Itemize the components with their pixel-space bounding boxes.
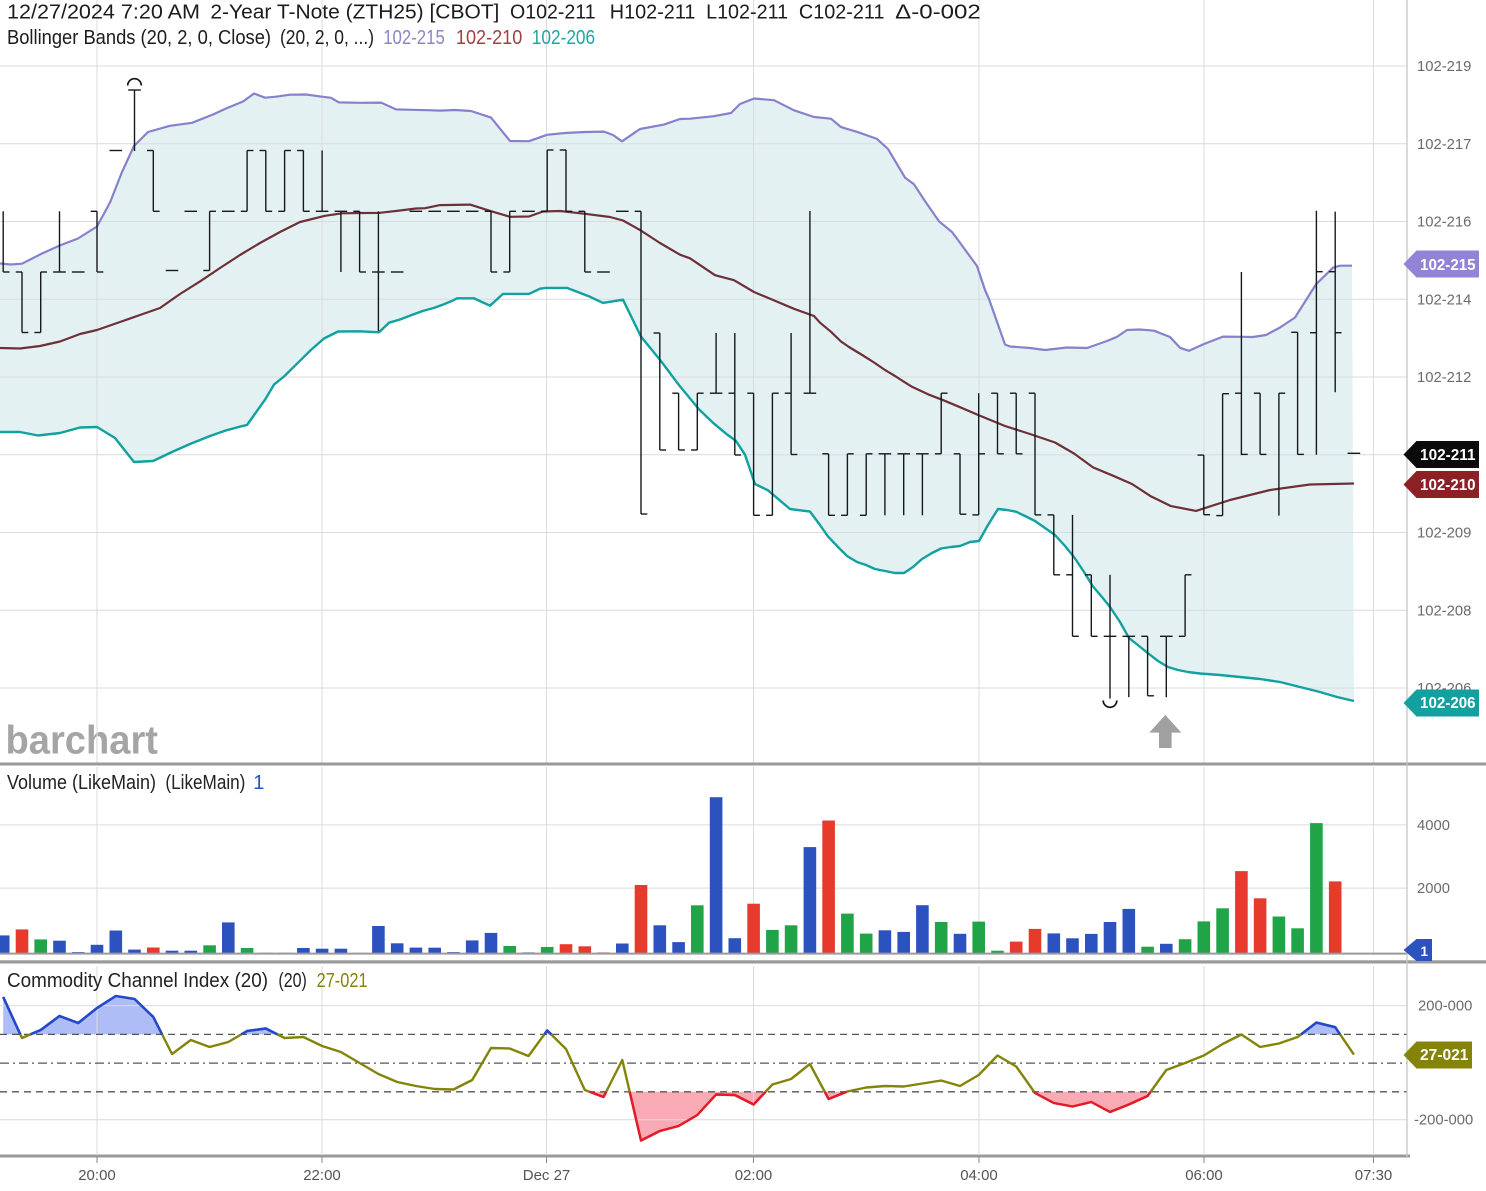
svg-text:4000: 4000 — [1417, 818, 1450, 834]
svg-text:200-000: 200-000 — [1418, 999, 1472, 1015]
svg-text:102-217: 102-217 — [1417, 137, 1471, 153]
svg-text:102-208: 102-208 — [1417, 603, 1471, 619]
svg-text:102-211: 102-211 — [1420, 447, 1476, 464]
svg-text:102-210: 102-210 — [456, 27, 522, 49]
svg-text:02:00: 02:00 — [735, 1167, 773, 1184]
svg-text:Commodity Channel Index (20): Commodity Channel Index (20) — [7, 970, 268, 992]
svg-text:2000: 2000 — [1417, 881, 1450, 897]
svg-text:102-212: 102-212 — [1417, 370, 1471, 386]
svg-text:27-021: 27-021 — [317, 970, 368, 992]
svg-text:-200-000: -200-000 — [1414, 1113, 1473, 1129]
svg-text:barchart: barchart — [6, 719, 159, 763]
svg-text:(20): (20) — [278, 970, 307, 992]
svg-text:22:00: 22:00 — [303, 1167, 341, 1184]
svg-text:102-219: 102-219 — [1417, 59, 1471, 75]
svg-text:H102-211: H102-211 — [610, 2, 696, 24]
svg-text:1: 1 — [1420, 944, 1428, 959]
svg-text:1: 1 — [253, 772, 264, 794]
svg-text:102-216: 102-216 — [1417, 215, 1471, 231]
svg-text:102-206: 102-206 — [1420, 695, 1476, 712]
svg-text:Δ-0-002: Δ-0-002 — [895, 2, 981, 24]
svg-text:102-210: 102-210 — [1420, 477, 1476, 494]
svg-text:12/27/2024 7:20 AM: 12/27/2024 7:20 AM — [7, 2, 200, 24]
svg-text:2-Year T-Note (ZTH25) [CBOT]: 2-Year T-Note (ZTH25) [CBOT] — [210, 2, 499, 24]
svg-text:Dec 27: Dec 27 — [523, 1167, 571, 1184]
svg-text:102-214: 102-214 — [1417, 292, 1471, 308]
svg-text:04:00: 04:00 — [960, 1167, 998, 1184]
svg-text:L102-211: L102-211 — [706, 2, 788, 24]
svg-text:102-215: 102-215 — [383, 27, 445, 49]
svg-text:07:30: 07:30 — [1355, 1167, 1393, 1184]
svg-text:(20, 2, 0, ...): (20, 2, 0, ...) — [280, 27, 374, 49]
svg-text:(LikeMain): (LikeMain) — [165, 772, 245, 794]
svg-text:Volume (LikeMain): Volume (LikeMain) — [7, 772, 156, 794]
svg-text:Bollinger Bands (20, 2, 0, Clo: Bollinger Bands (20, 2, 0, Close) — [7, 27, 271, 49]
svg-text:102-215: 102-215 — [1420, 257, 1476, 274]
svg-text:27-021: 27-021 — [1420, 1047, 1469, 1064]
svg-text:20:00: 20:00 — [78, 1167, 116, 1184]
svg-text:O102-211: O102-211 — [510, 2, 596, 24]
svg-text:102-206: 102-206 — [532, 27, 595, 49]
svg-text:C102-211: C102-211 — [799, 2, 885, 24]
svg-text:06:00: 06:00 — [1185, 1167, 1223, 1184]
svg-text:102-209: 102-209 — [1417, 526, 1471, 542]
